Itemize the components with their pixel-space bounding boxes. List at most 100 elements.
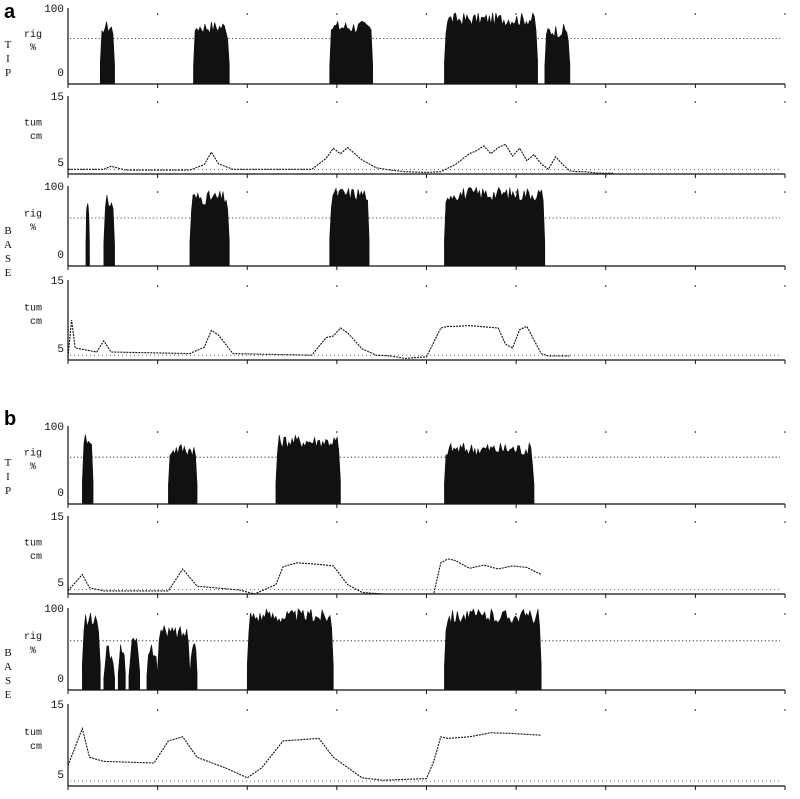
grid-dot [515, 101, 517, 103]
plot-area: 1000rig%155tumcm1000rig%155tumcmTIPBASE1… [4, 4, 786, 790]
grid-dot [515, 13, 517, 15]
side-letter-1-2: S [5, 253, 11, 265]
burst-1 [103, 645, 115, 691]
unit-label-bottom: % [30, 646, 36, 657]
grid-dot [246, 431, 249, 433]
track-a-0: 100 0 rig% [24, 4, 786, 88]
burst-2 [275, 434, 341, 505]
side-letter-1-0: B [4, 647, 11, 659]
burst-1 [193, 21, 230, 85]
unit-label-bottom: cm [30, 317, 42, 328]
burst-5 [157, 624, 191, 691]
side-letter-1-1: A [4, 239, 12, 251]
tum-trace [68, 143, 613, 174]
burst-7 [246, 608, 334, 691]
unit-label-top: tum [24, 728, 42, 739]
grid-dot [694, 13, 697, 15]
burst-2 [189, 190, 230, 267]
grid-dot [156, 191, 159, 193]
burst-3 [444, 12, 538, 85]
grid-dot [156, 13, 159, 15]
grid-dot [425, 709, 428, 711]
grid-dot [694, 285, 697, 287]
grid-dot [336, 431, 338, 433]
y-max-label: 15 [51, 512, 64, 524]
y-max-label: 100 [44, 4, 64, 16]
grid-dot [604, 13, 607, 15]
grid-dot [246, 709, 249, 711]
grid-dot [604, 521, 607, 523]
side-letter-1-3: E [5, 267, 12, 279]
burst-4 [544, 24, 571, 85]
grid-dot [784, 13, 786, 15]
grid-dot [515, 521, 517, 523]
grid-dot [336, 613, 338, 615]
y-min-label: 5 [57, 578, 64, 590]
grid-dot [156, 521, 159, 523]
track-b-1: 15 5 tum cm [24, 512, 786, 598]
grid-dot [336, 13, 338, 15]
track-a-3: 15 5 tum cm [24, 276, 786, 364]
tum-trace [67, 726, 542, 781]
burst-2 [329, 20, 374, 85]
grid-dot [425, 613, 428, 615]
side-letter-1-0: B [4, 225, 11, 237]
grid-dot [784, 285, 786, 287]
grid-dot [694, 101, 697, 103]
tum-trace [67, 319, 570, 359]
track-a-1: 15 5 tum cm [24, 92, 786, 178]
burst-0 [85, 203, 90, 267]
y-max-label: 100 [44, 422, 64, 434]
unit-label-bottom: cm [30, 742, 42, 753]
side-letter-0-1: I [6, 471, 10, 483]
panel-letter-a: a [4, 1, 16, 23]
grid-dot [336, 521, 338, 523]
y-min-label: 0 [57, 488, 64, 500]
burst-3 [329, 187, 370, 267]
grid-dot [784, 431, 786, 433]
burst-1 [168, 443, 198, 505]
burst-3 [128, 637, 140, 691]
grid-dot [425, 431, 428, 433]
unit-label-bottom: cm [30, 132, 42, 143]
grid-dot [425, 521, 428, 523]
grid-dot [246, 101, 249, 103]
track-b-0: 100 0 rig% [24, 422, 786, 508]
unit-label-top: rig [24, 631, 42, 643]
grid-dot [784, 613, 786, 615]
y-max-label: 15 [51, 276, 64, 288]
unit-label-top: rig [24, 208, 42, 220]
burst-1 [103, 195, 115, 267]
side-letter-0-1: I [6, 53, 10, 65]
grid-dot [425, 101, 428, 103]
burst-0 [81, 613, 101, 691]
grid-dot [515, 709, 517, 711]
grid-dot [784, 709, 786, 711]
y-min-label: 0 [57, 674, 64, 686]
burst-4 [146, 644, 158, 691]
grid-dot [604, 285, 607, 287]
grid-dot [246, 13, 249, 15]
unit-label-top: rig [24, 29, 42, 41]
burst-4 [444, 186, 546, 267]
grid-dot [784, 101, 786, 103]
grid-dot [425, 285, 428, 287]
y-min-label: 5 [57, 344, 64, 356]
unit-label-top: rig [24, 448, 42, 460]
y-max-label: 15 [51, 92, 64, 104]
grid-dot [604, 709, 607, 711]
side-letter-0-0: T [5, 39, 12, 51]
grid-dot [156, 613, 159, 615]
grid-dot [515, 191, 517, 193]
grid-dot [694, 191, 697, 193]
burst-8 [444, 608, 542, 691]
unit-label-top: tum [24, 119, 42, 130]
track-a-2: 100 0 rig% [24, 182, 786, 270]
side-letter-0-0: T [5, 457, 12, 469]
burst-6 [189, 643, 198, 691]
grid-dot [694, 613, 697, 615]
burst-2 [117, 644, 126, 691]
grid-dot [246, 191, 249, 193]
y-min-label: 0 [57, 250, 64, 262]
